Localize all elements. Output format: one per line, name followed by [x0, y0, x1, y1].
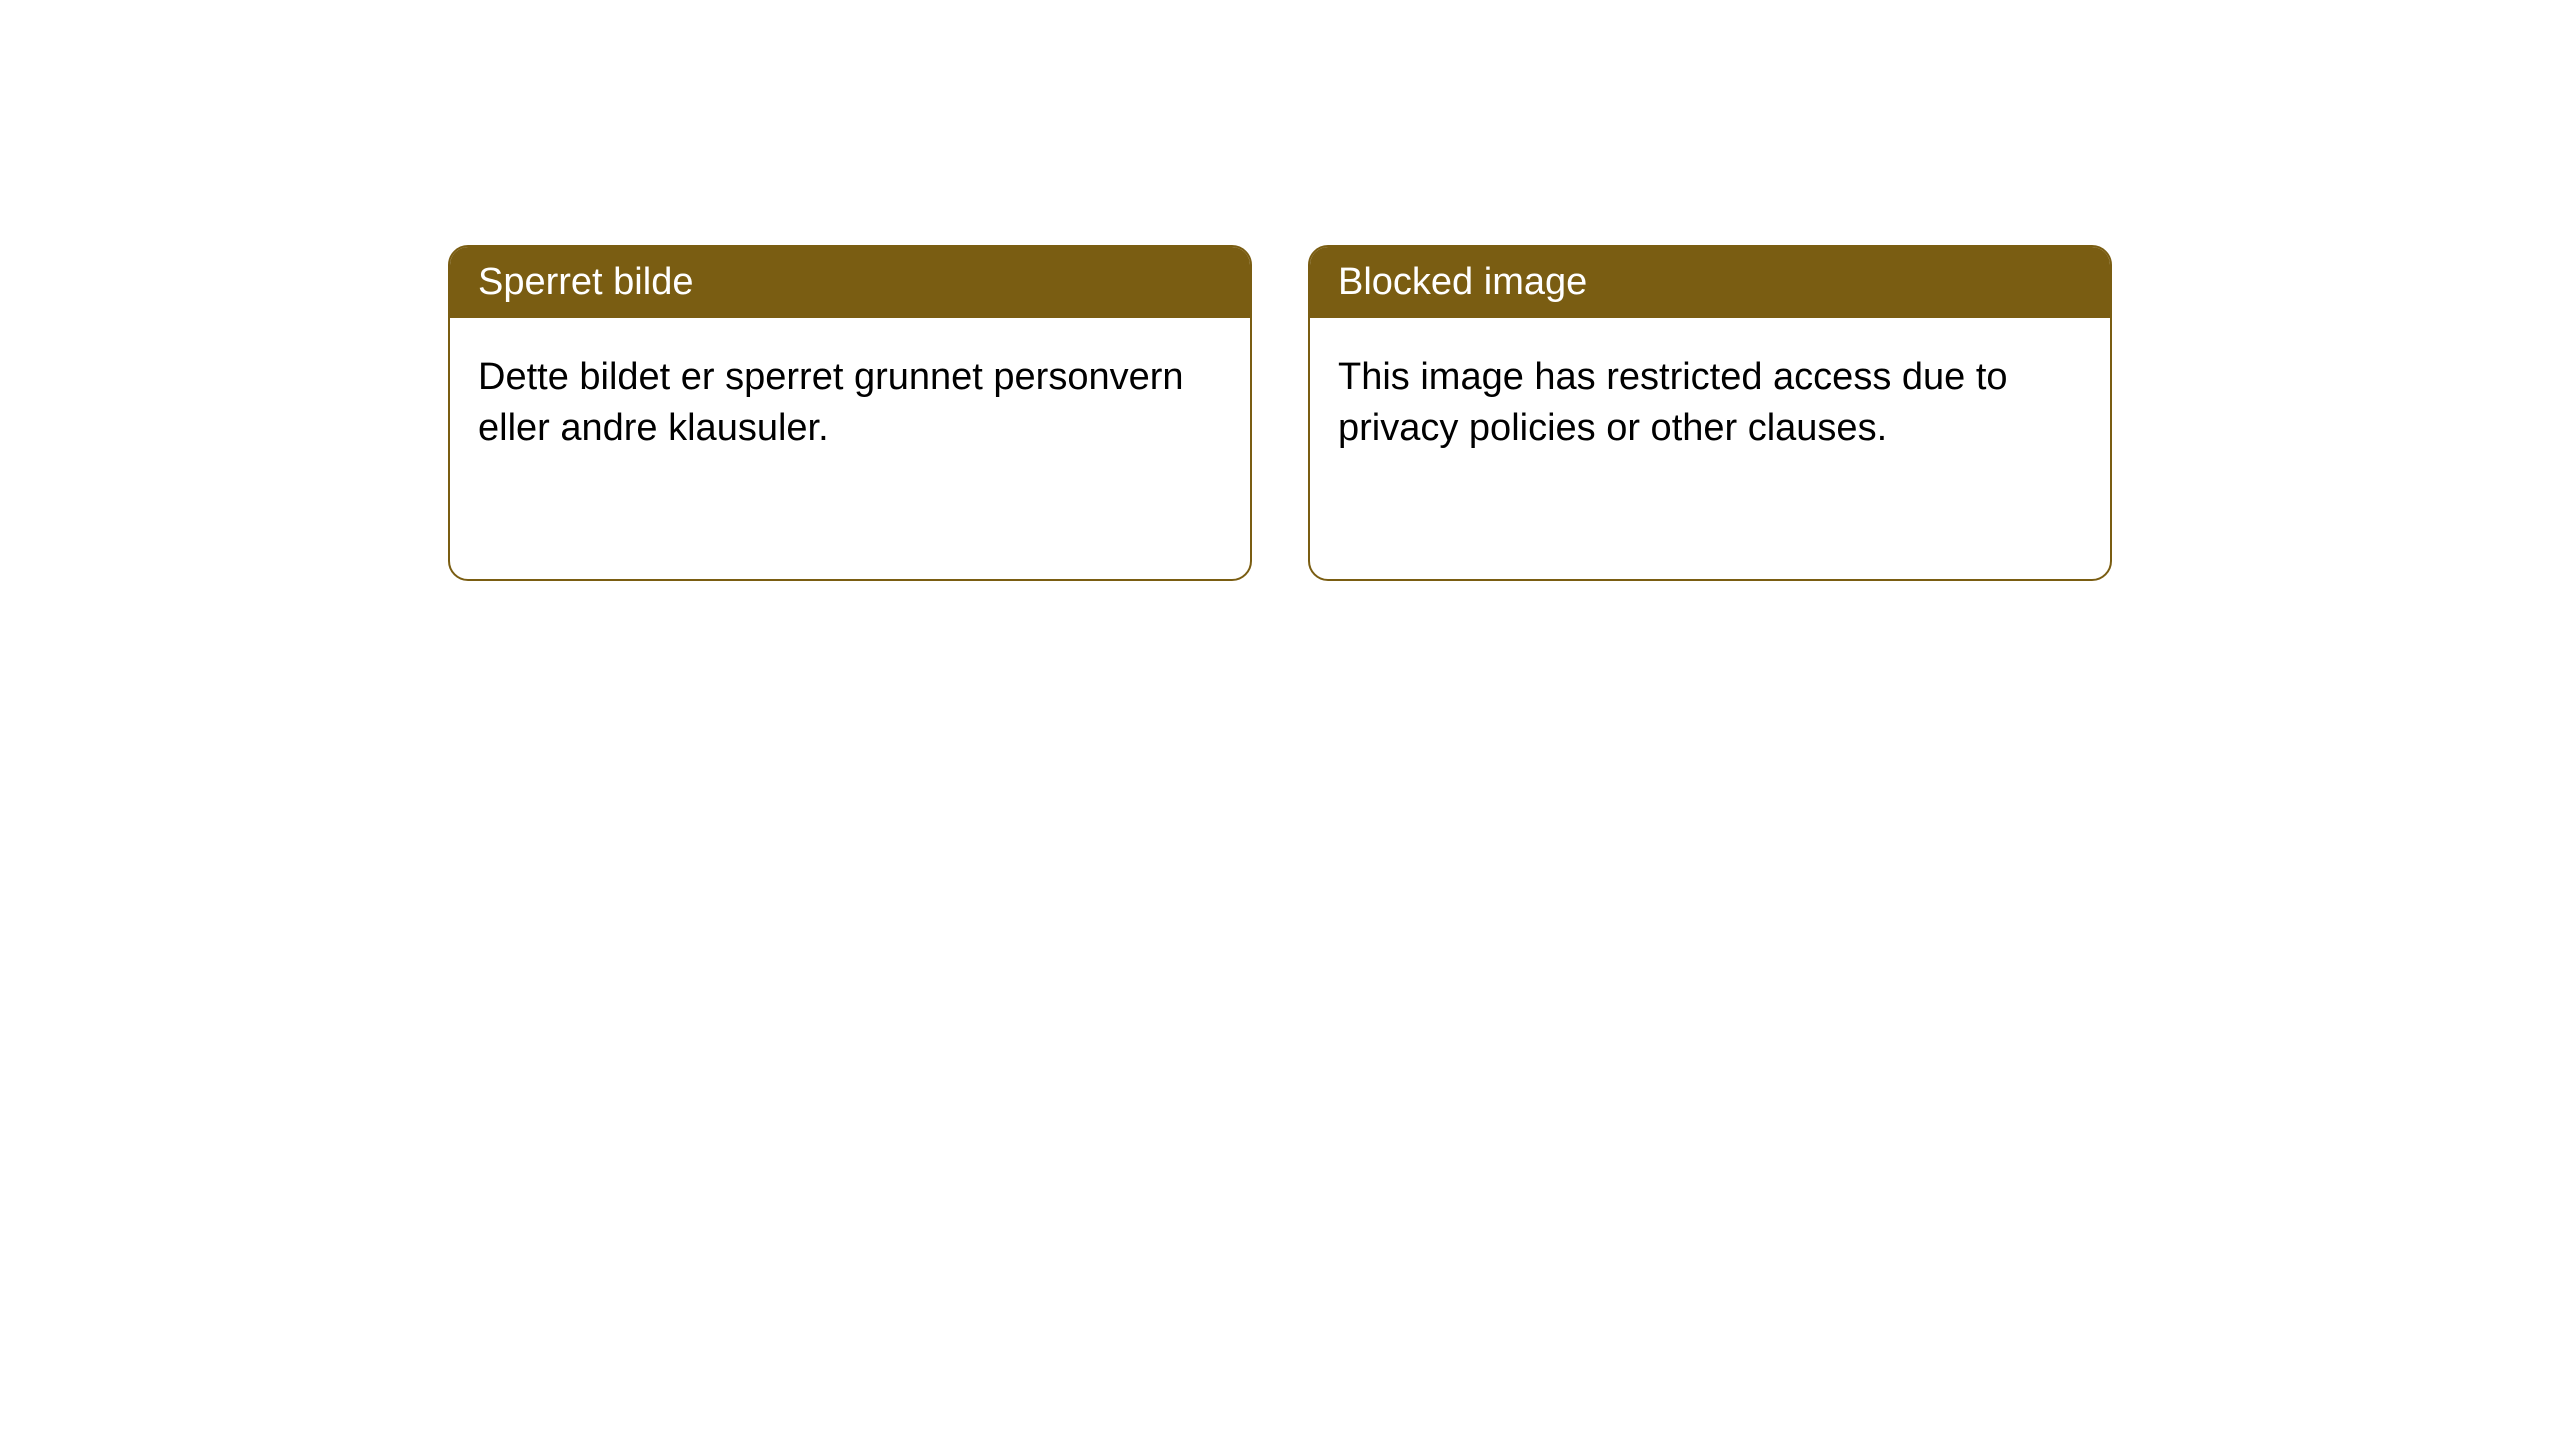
notice-container: Sperret bilde Dette bildet er sperret gr… — [448, 245, 2112, 581]
notice-body-text: Dette bildet er sperret grunnet personve… — [478, 356, 1184, 449]
notice-title-english: Blocked image — [1310, 247, 2110, 318]
notice-title-norwegian: Sperret bilde — [450, 247, 1250, 318]
notice-card-english: Blocked image This image has restricted … — [1308, 245, 2112, 581]
notice-title-text: Sperret bilde — [478, 261, 693, 303]
notice-body-norwegian: Dette bildet er sperret grunnet personve… — [450, 318, 1250, 489]
notice-body-text: This image has restricted access due to … — [1338, 356, 2008, 449]
notice-card-norwegian: Sperret bilde Dette bildet er sperret gr… — [448, 245, 1252, 581]
notice-body-english: This image has restricted access due to … — [1310, 318, 2110, 489]
notice-title-text: Blocked image — [1338, 261, 1587, 303]
